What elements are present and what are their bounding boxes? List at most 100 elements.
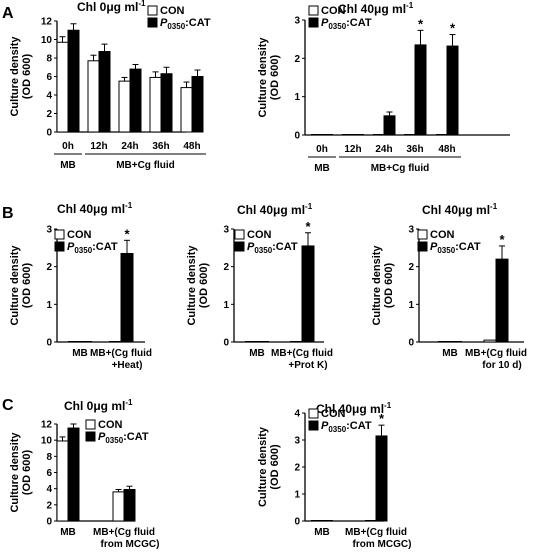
legend-label: P0350:CAT: [160, 17, 211, 31]
chart-title: Chl 40μg ml-1: [316, 401, 392, 416]
x-category-label: from MCGC): [353, 539, 412, 550]
bar-cat: [191, 76, 204, 133]
chart-title: Chl 0μg ml-1: [64, 398, 133, 413]
legend-label: CON: [98, 419, 123, 431]
legend-swatch: [54, 241, 65, 252]
x-category-label: 24h: [375, 144, 392, 155]
ylabel-line2: (OD 600): [383, 263, 395, 309]
x-category-label: MB: [314, 527, 330, 538]
legend-swatch: [308, 5, 319, 16]
bar-con: [87, 60, 100, 133]
legend-swatch: [308, 17, 319, 28]
x-category-label: +Heat): [112, 360, 143, 371]
ylabel-line1: Culture density: [9, 36, 21, 117]
y-tick-label: 2: [294, 54, 300, 65]
y-tick-label: 0: [223, 338, 229, 349]
legend-swatch: [417, 229, 428, 240]
chart-C-right: Chl 40μg ml-1 0 1 2 3 4 Culture density (OD 600…: [257, 401, 411, 550]
x-category-label: 12h: [344, 144, 361, 155]
group-label: MB+Cg fluid: [116, 160, 175, 171]
x-category-label: 48h: [183, 141, 200, 152]
y-axis-label: Culture density (OD 600): [9, 245, 33, 326]
y-tick-label: 0: [294, 131, 300, 142]
significance-star: *: [450, 21, 456, 36]
y-axis-label: Culture density (OD 600): [371, 245, 395, 326]
bar-cat: [495, 258, 509, 343]
bar-cat: [375, 435, 388, 522]
y-tick-label: 2: [408, 262, 414, 273]
chart-title-sup: -1: [125, 398, 133, 407]
ylabel-line2: (OD 600): [21, 54, 33, 100]
y-tick-label: 8: [46, 54, 52, 65]
legend-label-sub: 0350: [105, 436, 123, 445]
legend-label-rest: :CAT: [185, 17, 211, 29]
chart-title-main: Chl 40μg ml: [422, 203, 490, 217]
bar-con: [112, 491, 125, 522]
x-category-label: MB: [442, 348, 458, 359]
legend-label-rest: :CAT: [92, 241, 118, 253]
x-category-label: MB: [249, 348, 265, 359]
bar-cat: [414, 44, 427, 136]
x-category-label: 12h: [90, 141, 107, 152]
chart-title-main: Chl 40μg ml: [338, 2, 406, 16]
legend-label-sub: 0350: [328, 22, 346, 31]
chart-title: Chl 40μg ml-1: [57, 201, 133, 216]
bar-cat: [98, 51, 111, 133]
y-axis-label: Culture density (OD 600): [9, 36, 33, 117]
legend-label: CON: [67, 229, 92, 241]
chart-title: Chl 40μg ml-1: [338, 1, 414, 16]
y-tick-label: 3: [46, 225, 52, 236]
chart-title-main: Chl 0μg ml: [77, 0, 138, 14]
bar-cat: [129, 68, 142, 133]
y-tick-label: 6: [46, 72, 52, 83]
legend-swatch: [308, 420, 319, 431]
y-tick-label: 1: [46, 300, 52, 311]
legend-label-italic: P: [321, 420, 329, 432]
legend-label-sub: 0350: [437, 246, 455, 255]
x-category-label: for 10 d): [482, 360, 521, 371]
x-category-label: MB+(Cg fluid: [465, 348, 527, 359]
y-tick-label: 1: [408, 300, 414, 311]
bar-cat: [67, 29, 80, 133]
group-label: MB+Cg fluid: [371, 163, 430, 174]
bar-cat: [160, 73, 173, 133]
legend-swatch: [417, 241, 428, 252]
y-axis-label: Culture density (OD 600): [9, 432, 33, 513]
ylabel-line2: (OD 600): [21, 263, 33, 309]
significance-star: *: [418, 16, 424, 31]
ylabel-line2: (OD 600): [198, 263, 210, 309]
legend-swatch: [85, 419, 96, 430]
y-tick-label: 4: [46, 484, 52, 495]
legend-swatch: [54, 229, 65, 240]
legend-label-italic: P: [430, 241, 438, 253]
chart-title-sup: -1: [406, 1, 414, 10]
y-tick-label: 2: [46, 500, 52, 511]
bar-cat: [446, 45, 459, 136]
x-category-label: MB+(Cg fluid: [271, 348, 333, 359]
x-category-label: MB: [60, 527, 76, 538]
legend-label-rest: :CAT: [346, 420, 372, 432]
legend-label-italic: P: [247, 241, 255, 253]
x-category-label: from MCGC): [101, 539, 160, 550]
x-category-label: MB+(Cg fluid: [90, 348, 152, 359]
group-label: MB: [60, 160, 76, 171]
legend-swatch: [234, 229, 245, 240]
bar-cat: [120, 252, 134, 343]
legend-label: P0350:CAT: [67, 241, 118, 255]
y-axis-label: Culture density (OD 600): [257, 37, 281, 118]
chart-title-sup: -1: [125, 201, 133, 210]
x-category-label: MB+(Cg fluid: [345, 527, 407, 538]
ylabel-line1: Culture density: [257, 37, 269, 118]
y-tick-label: 0: [408, 338, 414, 349]
y-tick-label: 10: [41, 35, 53, 46]
y-tick-label: 12: [41, 420, 53, 431]
y-tick-label: 2: [223, 262, 229, 273]
legend-label: CON: [321, 408, 346, 420]
ylabel-line1: Culture density: [371, 245, 383, 326]
chart-title: Chl 40μg ml-1: [237, 202, 313, 217]
chart-title: Chl 40μg ml-1: [422, 202, 498, 217]
legend-swatch: [147, 5, 158, 16]
ylabel-line1: Culture density: [9, 432, 21, 513]
